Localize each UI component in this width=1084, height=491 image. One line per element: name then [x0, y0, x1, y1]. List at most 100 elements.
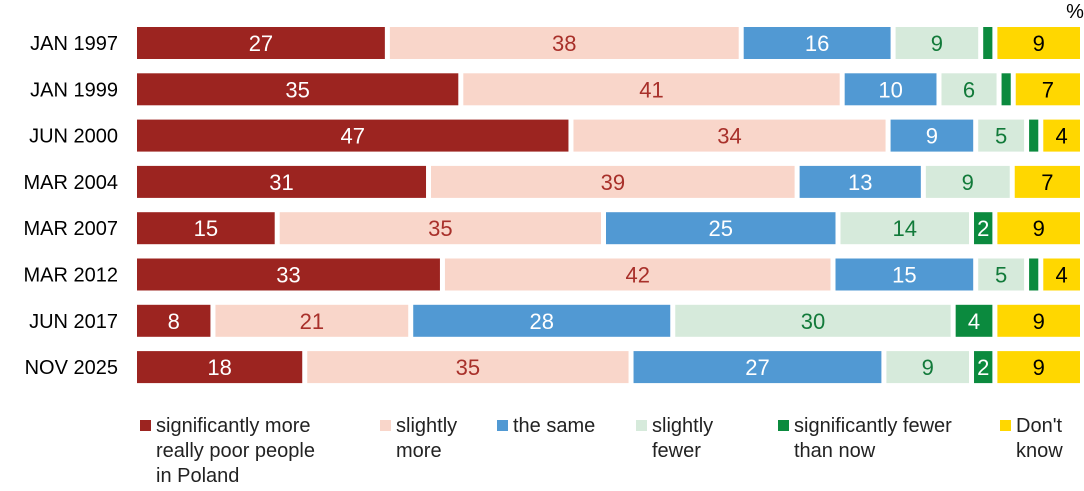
legend-item: slightly fewer — [636, 415, 713, 462]
bar-segment — [633, 351, 882, 384]
bar-row: MAR 2004 31 39 13 9 7 — [24, 165, 1080, 198]
data-label: 39 — [601, 170, 625, 195]
bar-segment — [978, 258, 1025, 291]
bar-segment — [974, 212, 993, 245]
bar-segment — [279, 212, 601, 245]
bar-row: MAR 2012 33 42 15 5 4 — [24, 258, 1080, 291]
legend-item: significantly more really poor people in P… — [140, 415, 315, 487]
data-label: 35 — [428, 216, 452, 241]
bar-segment — [137, 165, 427, 198]
legend-label: slightly — [396, 415, 457, 437]
data-label: 15 — [194, 216, 218, 241]
data-label: 27 — [745, 355, 769, 380]
bar-segment — [895, 27, 979, 59]
legend-swatch — [497, 420, 508, 431]
legend-swatch — [778, 420, 789, 431]
bar-segment — [675, 304, 951, 337]
legend-item: the same — [497, 415, 595, 437]
bar-segment — [431, 165, 795, 198]
data-label: 2 — [977, 355, 989, 380]
data-label: 9 — [931, 31, 943, 56]
bar-segment — [983, 27, 993, 59]
bar-row: JAN 1999 35 41 10 6 7 — [30, 73, 1080, 106]
category-label: JAN 1999 — [30, 79, 118, 101]
data-label: 28 — [529, 309, 553, 334]
data-label: 33 — [276, 263, 300, 288]
bar-segment — [997, 351, 1080, 384]
data-label: 2 — [977, 216, 989, 241]
data-label: 30 — [801, 309, 825, 334]
bar-segment — [444, 258, 831, 291]
data-label: 8 — [168, 309, 180, 334]
legend-label: than now — [794, 440, 876, 462]
bar-segment — [1029, 119, 1039, 152]
category-label: NOV 2025 — [25, 357, 118, 379]
bar-segment — [925, 165, 1010, 198]
data-label: 4 — [1056, 263, 1068, 288]
data-label: 31 — [269, 170, 293, 195]
bar-segment — [1015, 73, 1080, 106]
legend-label: know — [1016, 440, 1063, 462]
bar-segment — [307, 351, 629, 384]
bar-segment — [886, 351, 970, 384]
category-label: JUN 2017 — [29, 311, 118, 333]
data-label: 5 — [995, 124, 1007, 149]
bar-segment — [137, 73, 459, 106]
data-label: 47 — [340, 124, 364, 149]
data-label: 7 — [1041, 170, 1053, 195]
bar-row: MAR 2007 15 35 25 14 2 9 — [24, 212, 1080, 245]
data-label: 4 — [968, 309, 980, 334]
legend-swatch — [1000, 420, 1011, 431]
bar-segment — [137, 351, 303, 384]
legend-label: slightly — [652, 415, 713, 437]
bar-segment — [137, 304, 211, 337]
legend-label: significantly more — [156, 415, 311, 437]
bar-segment — [890, 119, 974, 152]
data-label: 35 — [285, 77, 309, 102]
data-label: 9 — [962, 170, 974, 195]
category-label: JAN 1997 — [30, 33, 118, 55]
legend-label: the same — [513, 415, 595, 437]
bar-segment — [1029, 258, 1039, 291]
bar-segment — [997, 212, 1080, 245]
legend-item: slightly more — [380, 415, 457, 462]
bar-segment — [978, 119, 1025, 152]
data-label: 9 — [1033, 216, 1045, 241]
bar-segment — [1014, 165, 1080, 198]
bar-segment — [835, 258, 974, 291]
legend-item: significantly fewer than now — [778, 415, 952, 462]
data-label: 25 — [709, 216, 733, 241]
bar-segment — [1043, 258, 1080, 291]
bar-segment — [606, 212, 836, 245]
data-label: 18 — [207, 355, 231, 380]
legend-label: fewer — [652, 440, 701, 462]
legend-swatch — [636, 420, 647, 431]
bar-row: NOV 2025 18 35 27 9 2 9 — [25, 351, 1080, 384]
bar-segment — [1043, 119, 1080, 152]
bar-segment — [974, 351, 993, 384]
data-label: 38 — [552, 31, 576, 56]
bar-segment — [941, 73, 997, 106]
bar-segment — [997, 304, 1080, 337]
legend-item: Don't know — [1000, 415, 1063, 462]
bar-segment — [1001, 73, 1011, 106]
data-label: 6 — [963, 77, 975, 102]
data-label: 41 — [639, 77, 663, 102]
data-label: 9 — [1033, 355, 1045, 380]
bar-segment — [955, 304, 993, 337]
category-label: JUN 2000 — [29, 126, 118, 148]
bar-segment — [137, 27, 385, 59]
bar-segment — [137, 212, 275, 245]
legend-label: in Poland — [156, 465, 239, 487]
bar-segment — [463, 73, 840, 106]
data-label: 9 — [922, 355, 934, 380]
bar-segment — [573, 119, 886, 152]
data-label: 9 — [1033, 31, 1045, 56]
bar-segment — [137, 258, 440, 291]
category-label: MAR 2007 — [24, 218, 119, 240]
legend-label: Don't — [1016, 415, 1063, 437]
data-label: 7 — [1042, 77, 1054, 102]
data-label: 34 — [717, 124, 741, 149]
data-label: 42 — [625, 263, 649, 288]
